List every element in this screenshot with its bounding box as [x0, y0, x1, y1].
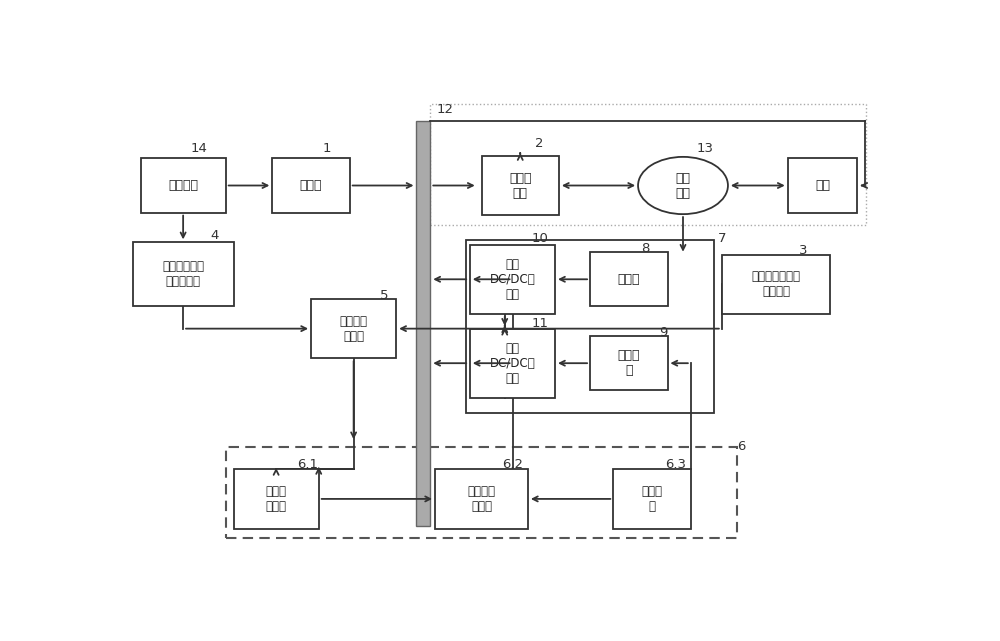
Text: 5: 5 [380, 288, 389, 301]
FancyBboxPatch shape [613, 469, 691, 529]
Text: 数字信号
处理器: 数字信号 处理器 [468, 485, 496, 513]
Text: 6.1: 6.1 [297, 458, 318, 471]
Text: 4: 4 [210, 229, 218, 242]
FancyBboxPatch shape [311, 299, 396, 358]
Text: 1: 1 [322, 142, 331, 155]
Text: 11: 11 [531, 317, 548, 330]
Text: 13: 13 [696, 142, 713, 155]
Text: 8: 8 [642, 242, 650, 255]
FancyBboxPatch shape [435, 469, 528, 529]
Text: 双向逆
变器: 双向逆 变器 [509, 172, 532, 199]
FancyBboxPatch shape [140, 158, 226, 213]
Text: 2: 2 [535, 137, 544, 150]
Text: 6.2: 6.2 [502, 458, 523, 471]
Text: 6.3: 6.3 [665, 458, 686, 471]
Text: 第一电流和电压
采样模块: 第一电流和电压 采样模块 [752, 271, 800, 298]
FancyBboxPatch shape [482, 156, 559, 215]
Text: 负载
电机: 负载 电机 [676, 172, 690, 199]
FancyBboxPatch shape [590, 252, 668, 306]
FancyBboxPatch shape [788, 158, 857, 213]
FancyBboxPatch shape [416, 121, 430, 526]
Text: 整流器: 整流器 [300, 179, 322, 192]
Text: 10: 10 [531, 232, 548, 246]
Text: 发电机组: 发电机组 [168, 179, 198, 192]
Text: 第二电流和电
压采样模块: 第二电流和电 压采样模块 [162, 260, 204, 288]
Text: 12: 12 [437, 103, 454, 115]
FancyBboxPatch shape [590, 336, 668, 390]
Text: 9: 9 [659, 326, 668, 339]
Text: 蓄电池
组: 蓄电池 组 [618, 349, 640, 377]
Text: 6: 6 [737, 440, 745, 453]
Text: 14: 14 [190, 142, 207, 155]
Text: 第一
DC/DC转
化器: 第一 DC/DC转 化器 [490, 258, 535, 301]
FancyBboxPatch shape [234, 469, 319, 529]
Text: 比例积分
调节器: 比例积分 调节器 [340, 315, 368, 343]
Text: 辅助电
源: 辅助电 源 [642, 485, 662, 513]
FancyBboxPatch shape [133, 242, 234, 306]
Text: 7: 7 [718, 232, 726, 246]
Text: 负载: 负载 [815, 179, 830, 192]
FancyBboxPatch shape [470, 329, 555, 397]
Text: 第二
DC/DC转
化器: 第二 DC/DC转 化器 [490, 342, 535, 385]
Text: 电容组: 电容组 [618, 273, 640, 286]
FancyBboxPatch shape [272, 158, 350, 213]
Text: 信号调
理模块: 信号调 理模块 [266, 485, 287, 513]
FancyBboxPatch shape [470, 245, 555, 314]
Text: 3: 3 [799, 244, 807, 257]
Circle shape [638, 157, 728, 214]
FancyBboxPatch shape [722, 254, 830, 314]
